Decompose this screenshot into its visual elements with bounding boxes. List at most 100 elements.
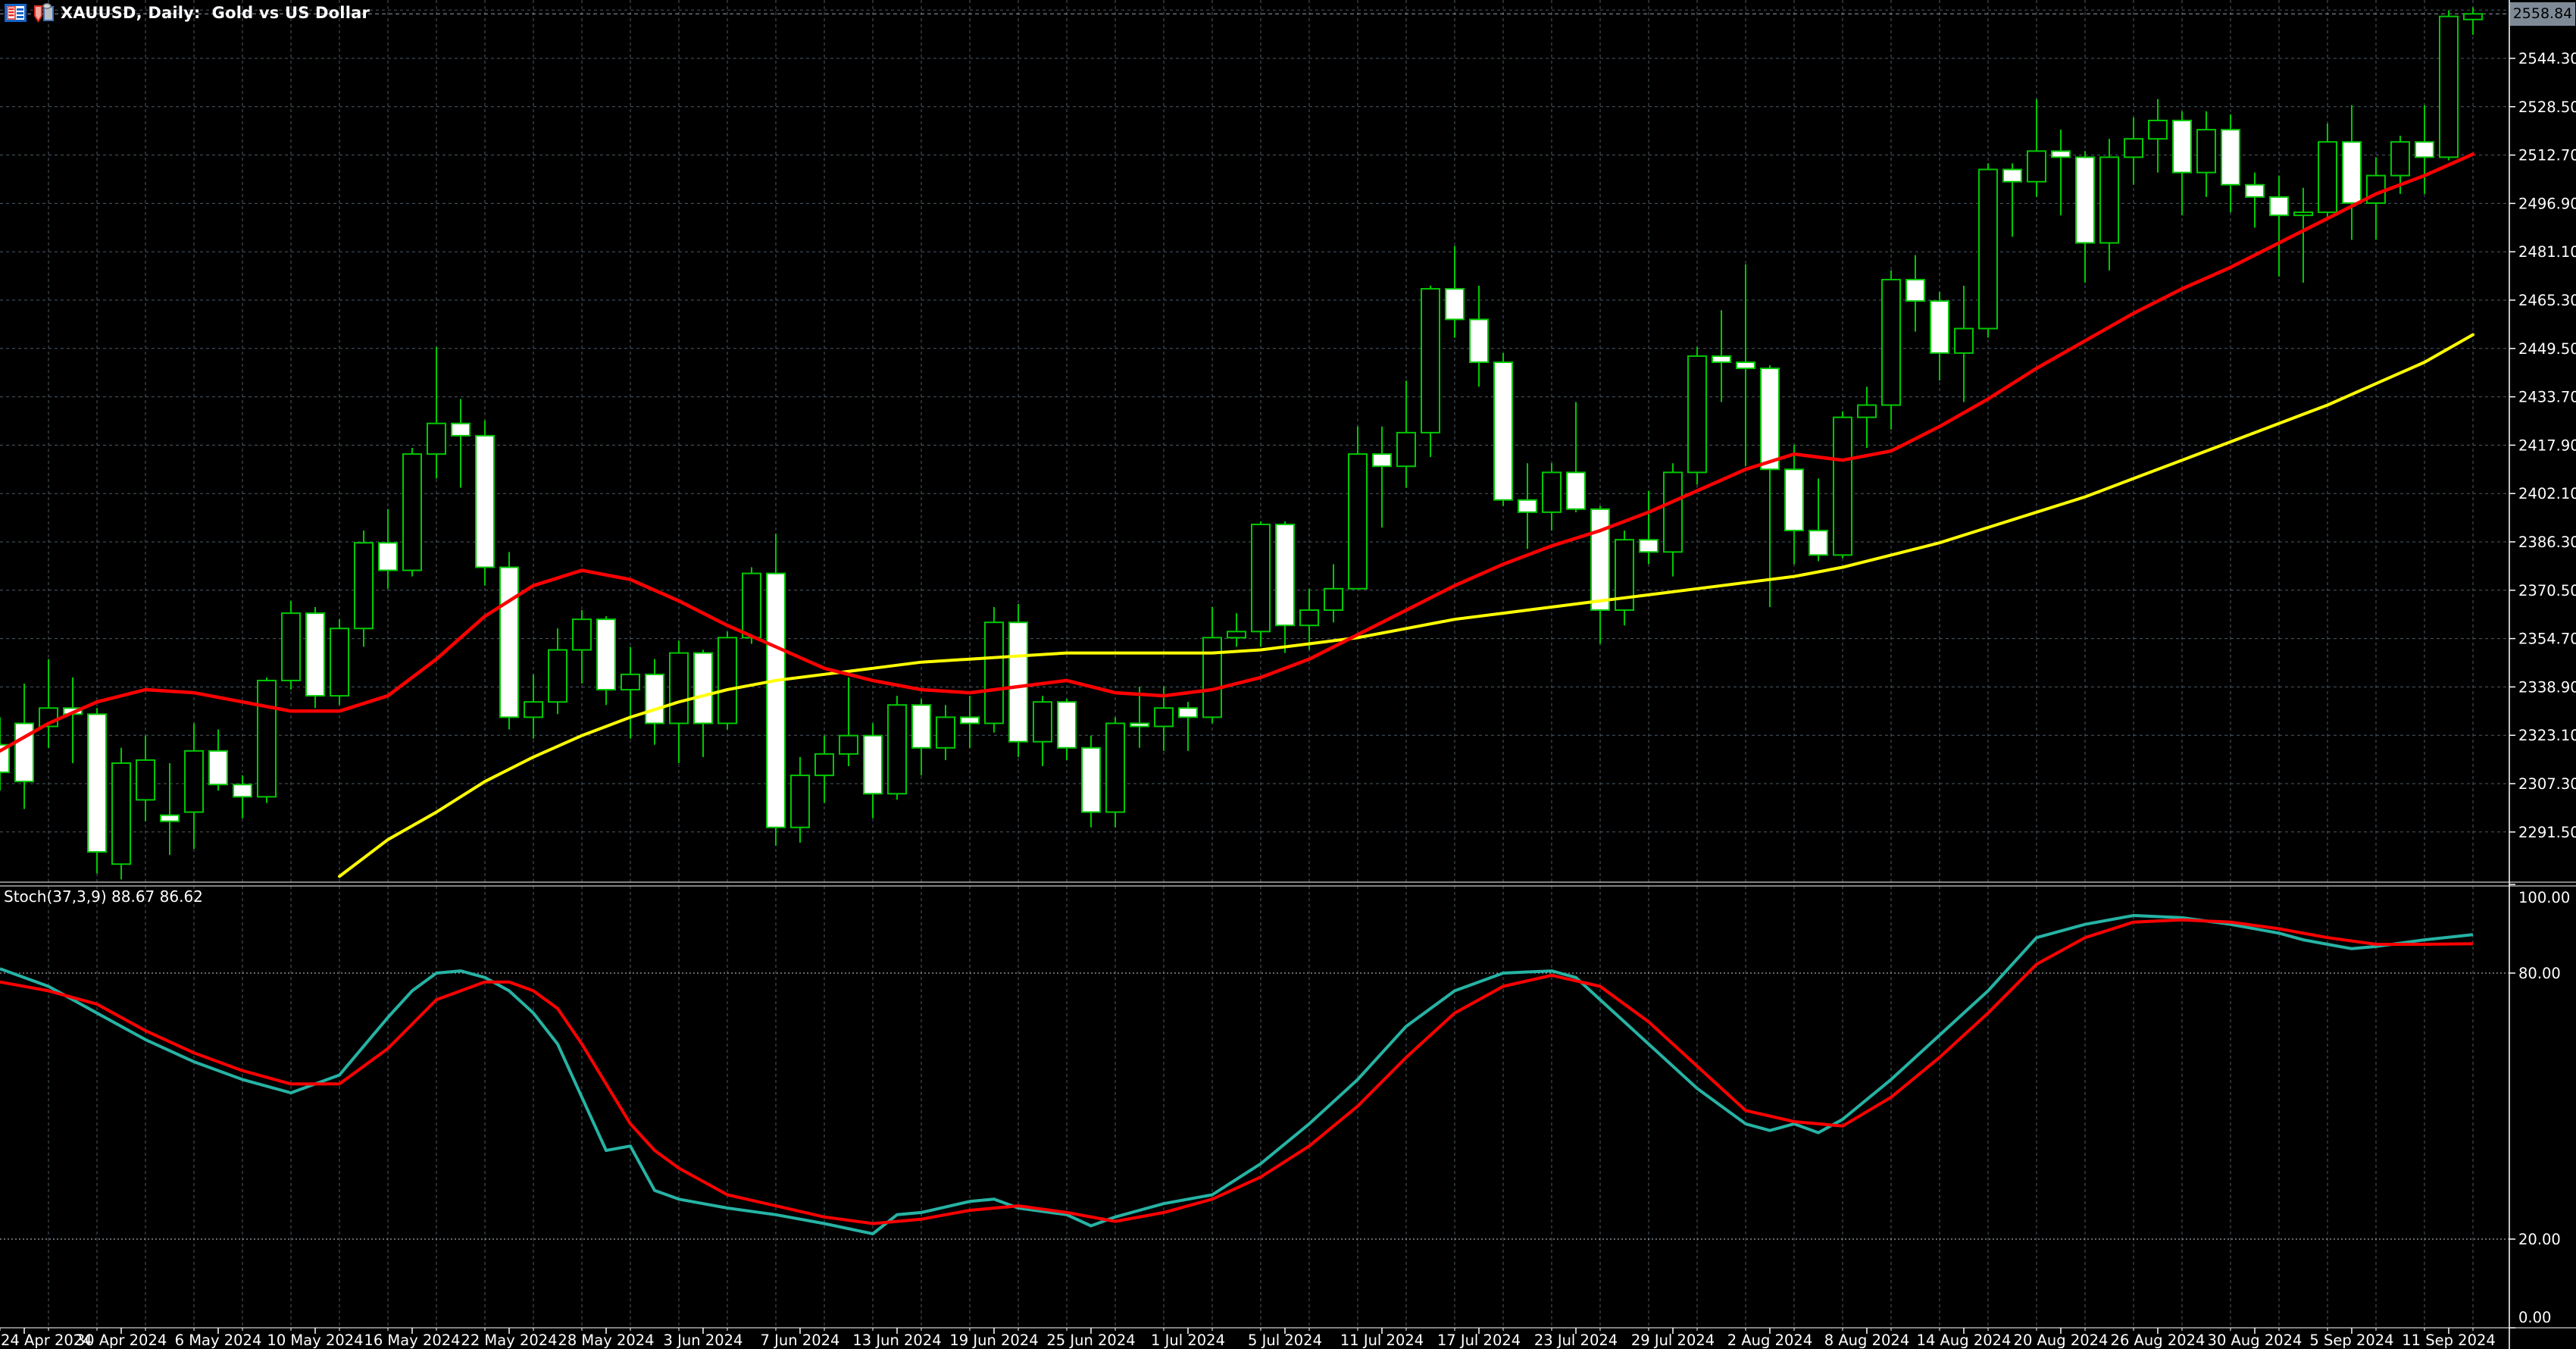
candle-body [2172,119,2192,174]
candle-body [839,734,858,755]
price-tick-label: 2433.70 [2518,389,2576,406]
candle-body [1857,404,1877,418]
time-tick-label: 26 Aug 2024 [2111,1332,2206,1349]
stoch-tick-label: 100.00 [2518,889,2570,906]
stoch-tick-label: 80.00 [2518,965,2561,982]
time-tick-label: 13 Jun 2024 [852,1332,941,1349]
time-tick-label: 16 May 2024 [364,1332,460,1349]
candle [2318,124,2337,219]
candle-body [1687,355,1707,474]
candle [233,775,252,818]
candle [1202,607,1222,724]
candle-body [887,704,907,795]
candle [2196,111,2216,197]
chart-title-bar: XAUUSD, Daily: Gold vs US Dollar [5,2,370,23]
candle-body [305,612,325,697]
price-tick-label: 2386.30 [2518,534,2576,551]
candle [160,762,180,856]
candle [2124,117,2143,185]
candle-body [2148,119,2168,140]
candle [1566,402,1586,512]
candle-body [1566,471,1586,510]
stoch-tick-label: 20.00 [2518,1231,2561,1248]
stoch-axis: 100.00 80.00 20.00 0.00 [2509,884,2570,1329]
candle [2027,99,2046,197]
candle [1881,270,1901,430]
candle [1057,699,1077,760]
candle [1130,687,1149,748]
candle-body [2318,141,2337,214]
candle-body [1518,499,1537,513]
candle-body [911,704,931,749]
price-tick-label: 2528.50 [2518,99,2576,116]
candle-body [0,743,10,774]
candle-body [2002,168,2022,183]
candle-body [14,722,34,783]
candle [2172,111,2192,216]
price-tick-label: 2544.30 [2518,50,2576,67]
candle-body [2027,150,2046,183]
candle-body [2342,141,2362,204]
candle-body [2390,141,2410,177]
candle [524,674,543,739]
candle [1639,490,1658,565]
candle [960,696,980,748]
candle-body [1712,355,1731,363]
price-tick-label: 2354.70 [2518,631,2576,648]
candle [984,607,1004,733]
price-tick-label: 2291.50 [2518,824,2576,841]
candle [2463,7,2483,35]
candle-body [111,762,131,865]
candle-body [427,422,446,455]
candles-group [0,7,2483,880]
candle [863,723,883,818]
candle [717,631,737,730]
candle [1421,286,1440,458]
candle-body [2293,211,2313,217]
candle-body [1833,416,1852,556]
candle [1299,588,1319,650]
candle [1712,310,1731,402]
candle-body [2051,150,2071,158]
candle [1105,717,1125,828]
stoch-tick-label: 0.00 [2518,1309,2551,1326]
price-axis: 2544.30 2528.50 2512.70 2496.90 2481.10 2465.… [2509,50,2576,841]
candle [402,448,422,577]
time-tick-label: 30 Aug 2024 [2208,1332,2302,1349]
candle [475,420,495,586]
candle [1930,292,1949,381]
candle [2148,99,2168,173]
candle-body [2196,129,2216,174]
candle [1736,264,1755,467]
time-tick-label: 7 Jun 2024 [761,1332,840,1349]
ma-fast-red-line [0,152,2475,753]
candle [499,552,519,730]
candle-body [1784,468,1804,532]
candle [1518,463,1537,549]
price-tick-label: 2449.50 [2518,340,2576,358]
time-tick-label: 6 May 2024 [175,1332,262,1349]
candle-body [1033,701,1052,743]
one-click-trading-icon[interactable] [33,2,55,23]
candle [305,607,325,709]
candle-body [1930,300,1949,354]
candle [1008,603,1028,757]
candle [1663,463,1683,577]
candle-body [863,734,883,795]
candle [208,729,228,791]
candle [87,708,107,874]
candle-body [1227,631,1246,639]
candle [669,640,689,763]
candle [2390,136,2410,194]
time-tick-label: 20 Aug 2024 [2014,1332,2109,1349]
candle [1469,286,1489,387]
candle [257,677,277,803]
candle [451,399,470,488]
chart-list-icon[interactable] [5,2,27,23]
candle-body [717,637,737,725]
candle-body [1905,278,1925,302]
candle-body [160,814,180,822]
price-tick-label: 2417.90 [2518,437,2576,454]
candle-body [1590,508,1610,612]
